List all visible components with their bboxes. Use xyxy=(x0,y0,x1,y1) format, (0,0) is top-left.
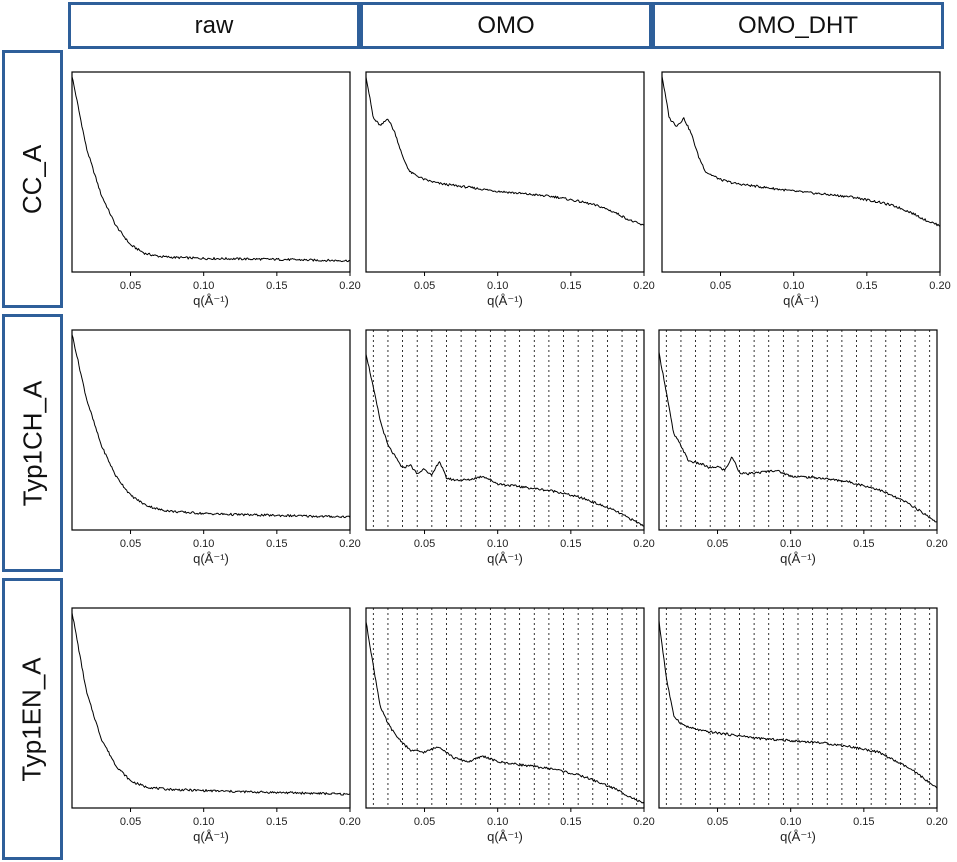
plot-frame xyxy=(71,329,351,531)
x-tick-label: 0.20 xyxy=(929,280,950,292)
chart-panel-typ1en-a-omo-dht: 0.05 0.10 0.15 0.20 q(Å⁻¹) xyxy=(655,604,948,854)
x-tick-label: 0.05 xyxy=(707,816,728,828)
plot-frame xyxy=(365,71,645,273)
row-header-typ1en-a: Typ1EN_A xyxy=(2,578,63,860)
x-tick-label: 0.15 xyxy=(266,538,287,550)
x-tick-label: 0.10 xyxy=(783,280,804,292)
x-tick-label: 0.10 xyxy=(193,816,214,828)
x-tick-label: 0.10 xyxy=(487,538,508,550)
chart-panel-cc-a-raw: 0.05 0.10 0.15 0.20 q(Å⁻¹) xyxy=(68,68,361,318)
chart-svg: 0.05 0.10 0.15 0.20 q(Å⁻¹) xyxy=(365,71,655,308)
x-axis-label: q(Å⁻¹) xyxy=(487,829,523,844)
data-series-line xyxy=(658,352,937,523)
x-axis-label: q(Å⁻¹) xyxy=(487,551,523,566)
chart-svg: 0.05 0.10 0.15 0.20 q(Å⁻¹) xyxy=(658,607,948,844)
chart-svg: 0.05 0.10 0.15 0.20 q(Å⁻¹) xyxy=(365,329,655,566)
row-header-label: Typ1CH_A xyxy=(17,380,48,506)
data-series-line xyxy=(365,354,644,527)
x-tick-label: 0.20 xyxy=(926,538,947,550)
x-axis-label: q(Å⁻¹) xyxy=(487,293,523,308)
x-tick-label: 0.05 xyxy=(120,538,141,550)
data-series-line xyxy=(658,620,938,789)
x-tick-label: 0.05 xyxy=(120,816,141,828)
column-header-label: OMO_DHT xyxy=(738,11,858,39)
x-tick-label: 0.15 xyxy=(560,280,581,292)
data-series-line xyxy=(71,76,351,263)
column-header-omo: OMO xyxy=(360,2,652,49)
chart-svg: 0.05 0.10 0.15 0.20 q(Å⁻¹) xyxy=(365,607,655,844)
x-tick-label: 0.20 xyxy=(633,538,654,550)
x-tick-label: 0.10 xyxy=(487,816,508,828)
x-tick-label: 0.10 xyxy=(193,538,214,550)
chart-svg: 0.05 0.10 0.15 0.20 q(Å⁻¹) xyxy=(661,71,951,308)
x-tick-label: 0.05 xyxy=(707,538,728,550)
x-tick-label: 0.15 xyxy=(266,280,287,292)
x-tick-label: 0.20 xyxy=(339,816,360,828)
column-header-label: OMO xyxy=(477,11,535,39)
x-tick-label: 0.05 xyxy=(120,280,141,292)
x-tick-label: 0.20 xyxy=(926,816,947,828)
chart-panel-cc-a-omo-dht: 0.05 0.10 0.15 0.20 q(Å⁻¹) xyxy=(658,68,951,318)
chart-svg: 0.05 0.10 0.15 0.20 q(Å⁻¹) xyxy=(71,329,361,566)
x-tick-label: 0.05 xyxy=(414,816,435,828)
x-tick-label: 0.20 xyxy=(339,538,360,550)
chart-panel-typ1ch-a-omo: 0.05 0.10 0.15 0.20 q(Å⁻¹) xyxy=(362,326,655,576)
plot-frame xyxy=(71,607,351,809)
chart-panel-typ1en-a-raw: 0.05 0.10 0.15 0.20 q(Å⁻¹) xyxy=(68,604,361,854)
column-header-label: raw xyxy=(194,11,234,39)
row-header-label: CC_A xyxy=(17,144,48,214)
x-tick-label: 0.20 xyxy=(633,816,654,828)
x-tick-label: 0.10 xyxy=(780,538,801,550)
x-tick-label: 0.20 xyxy=(339,280,360,292)
chart-panel-typ1ch-a-omo-dht: 0.05 0.10 0.15 0.20 q(Å⁻¹) xyxy=(655,326,948,576)
chart-svg: 0.05 0.10 0.15 0.20 q(Å⁻¹) xyxy=(658,329,948,566)
x-tick-label: 0.15 xyxy=(853,816,874,828)
x-axis-label: q(Å⁻¹) xyxy=(193,293,229,308)
x-tick-label: 0.10 xyxy=(487,280,508,292)
x-axis-label: q(Å⁻¹) xyxy=(780,829,816,844)
chart-panel-cc-a-omo: 0.05 0.10 0.15 0.20 q(Å⁻¹) xyxy=(362,68,655,318)
x-tick-label: 0.15 xyxy=(853,538,874,550)
data-series-line xyxy=(365,621,645,804)
x-tick-label: 0.05 xyxy=(414,280,435,292)
chart-svg: 0.05 0.10 0.15 0.20 q(Å⁻¹) xyxy=(71,71,361,308)
data-series-line xyxy=(365,77,645,226)
x-tick-label: 0.05 xyxy=(414,538,435,550)
x-tick-label: 0.15 xyxy=(856,280,877,292)
x-axis-label: q(Å⁻¹) xyxy=(783,293,819,308)
column-header-omo-dht: OMO_DHT xyxy=(652,2,944,49)
data-series-line xyxy=(71,612,351,796)
chart-panel-typ1ch-a-raw: 0.05 0.10 0.15 0.20 q(Å⁻¹) xyxy=(68,326,361,576)
x-tick-label: 0.20 xyxy=(633,280,654,292)
x-tick-label: 0.15 xyxy=(560,816,581,828)
plot-frame xyxy=(661,71,941,273)
row-header-cc-a: CC_A xyxy=(2,50,63,308)
x-tick-label: 0.10 xyxy=(193,280,214,292)
x-tick-label: 0.05 xyxy=(710,280,731,292)
chart-svg: 0.05 0.10 0.15 0.20 q(Å⁻¹) xyxy=(71,607,361,844)
row-header-typ1ch-a: Typ1CH_A xyxy=(2,314,63,572)
x-tick-label: 0.10 xyxy=(780,816,801,828)
data-series-line xyxy=(71,334,351,519)
x-tick-label: 0.15 xyxy=(560,538,581,550)
x-axis-label: q(Å⁻¹) xyxy=(780,551,816,566)
column-header-raw: raw xyxy=(68,2,360,49)
x-tick-label: 0.15 xyxy=(266,816,287,828)
data-series-line xyxy=(661,76,941,227)
row-header-label: Typ1EN_A xyxy=(17,656,48,782)
x-axis-label: q(Å⁻¹) xyxy=(193,551,229,566)
x-axis-label: q(Å⁻¹) xyxy=(193,829,229,844)
chart-panel-typ1en-a-omo: 0.05 0.10 0.15 0.20 q(Å⁻¹) xyxy=(362,604,655,854)
plot-frame xyxy=(71,71,351,273)
